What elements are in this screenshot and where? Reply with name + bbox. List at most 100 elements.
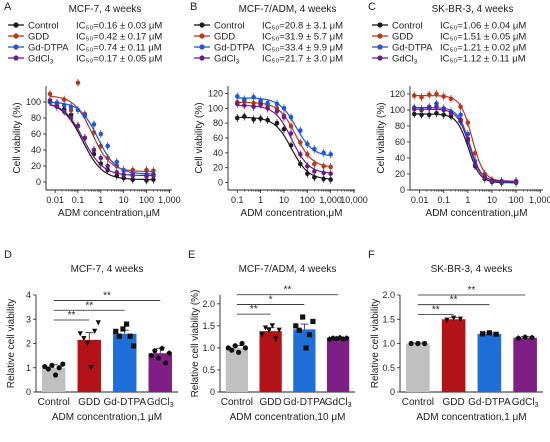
y-tick-label: 20 (31, 161, 41, 171)
legend-ic50-control: IC₅₀=20.8 ± 3.1 μM (262, 21, 343, 32)
data-point (131, 343, 137, 349)
legend-label-gdcl3: GdCl3 (214, 54, 240, 66)
bar-gd-dtpa (477, 333, 502, 392)
legend-ic50-gdd: IC₅₀=1.51 ± 0.05 μM (440, 32, 526, 43)
y-tick-label: 0.5 (382, 363, 395, 373)
data-point-gd-dtpa (321, 150, 326, 156)
data-point-gdcl3 (114, 170, 120, 175)
y-axis-label: Relative cell viability (%) (190, 290, 201, 398)
legend-ic50-gdcl3: IC₅₀=1.12 ± 0.11 μM (440, 54, 526, 65)
data-point (273, 336, 279, 342)
data-point-gdcl3 (82, 135, 88, 141)
data-point (293, 323, 299, 329)
legend-label-gdd: GDD (214, 32, 235, 43)
data-point-gdcl3 (298, 152, 303, 157)
data-point-gdd (298, 140, 303, 145)
data-point-gdcl3 (426, 106, 432, 111)
data-point (116, 333, 122, 339)
data-point-control (298, 161, 303, 167)
data-point-gdd (472, 150, 478, 156)
y-tick-label: 2.0 (202, 299, 215, 309)
panel-e: MCF-7/ADM, 4 weeks 0 0.5 1.0 1.5 2.0Relative … (190, 264, 355, 423)
significance-label: ** (432, 304, 440, 315)
y-tick-label: 100 (26, 97, 41, 107)
fit-curve-gdcl3 (49, 103, 154, 177)
data-point-control (251, 117, 256, 122)
data-point-control (441, 112, 447, 118)
data-point-gdcl3 (441, 107, 447, 113)
fit-curve-gdcl3 (414, 108, 517, 182)
data-point (60, 361, 66, 367)
data-point (242, 345, 249, 351)
data-point-gd-dtpa (82, 113, 88, 118)
data-point (88, 365, 94, 371)
data-point (493, 331, 499, 337)
data-point-gdd (305, 152, 310, 157)
panel-letter-e: E (188, 249, 195, 261)
data-point (123, 321, 130, 327)
bar-gdcl3 (513, 337, 537, 392)
y-tick-label: 120 (390, 89, 405, 99)
data-point-gdd (465, 120, 471, 126)
y-tick-label: 2 (26, 339, 31, 349)
data-point-gd-dtpa (298, 128, 303, 133)
y-tick-label: 20 (395, 169, 405, 179)
data-point-gdcl3 (144, 174, 149, 179)
legend-swatch-marker (199, 55, 205, 61)
data-point (529, 334, 535, 340)
y-tick-label: 0 (36, 177, 41, 187)
data-point (49, 362, 55, 368)
x-tick-label: 0.1 (437, 195, 450, 205)
legend-label-gd-dtpa: Gd-DTPA (392, 43, 433, 54)
data-point-gd-dtpa (114, 159, 120, 165)
legend-ic50-gd-dtpa: IC₅₀=1.21 ± 0.02 μM (440, 43, 526, 54)
y-tick-label: 20 (213, 163, 223, 173)
x-axis-label: ADM concentration,μM (426, 208, 528, 219)
data-point (95, 320, 101, 326)
x-tick-label: 0.01 (411, 195, 429, 205)
data-point (300, 314, 306, 320)
data-point-gd-dtpa (91, 122, 97, 127)
data-point (444, 317, 450, 323)
panel-letter-b: B (190, 1, 197, 13)
data-point-gdd (441, 94, 447, 99)
data-point-control (328, 177, 333, 182)
data-point-gd-dtpa (251, 94, 256, 100)
bar-gdd (441, 319, 466, 392)
bar-control (42, 367, 66, 392)
y-tick-label: 4 (26, 290, 31, 300)
data-point-control (258, 116, 263, 121)
data-point-control (265, 117, 270, 123)
data-point-gdcl3 (242, 103, 247, 108)
data-point-gd-dtpa (98, 131, 104, 137)
legend-ic50-gdd: IC₅₀=31.9 ± 5.7 μM (262, 32, 343, 43)
y-tick-label: 40 (395, 153, 405, 163)
legend-swatch-marker (199, 22, 205, 28)
legend-label-gd-dtpa: Gd-DTPA (214, 43, 255, 54)
data-point-gd-dtpa (465, 131, 471, 137)
legend-swatch-marker (13, 22, 19, 28)
data-point-control (312, 175, 317, 180)
data-point-gdcl3 (499, 178, 504, 184)
data-point (310, 318, 316, 325)
bar-gd-dtpa (293, 329, 316, 392)
data-point-gdcl3 (130, 173, 136, 178)
y-tick-label: 80 (31, 113, 41, 123)
significance-label: ** (284, 285, 292, 296)
legend-swatch-marker (377, 33, 383, 39)
chart-title: SK-BR-3, 4 weeks (432, 4, 514, 15)
x-axis-label: ADM concentration,1 μM (416, 412, 526, 423)
data-point-gdcl3 (61, 109, 67, 114)
data-point (152, 347, 158, 354)
data-point-control (242, 114, 247, 119)
data-point (306, 332, 313, 338)
data-point-gdcl3 (47, 98, 53, 103)
legend-ic50-gdcl3: IC₅₀=0.17 ± 0.05 μM (76, 54, 162, 65)
legend-swatch-marker (13, 44, 19, 50)
data-point-gd-dtpa (288, 114, 294, 120)
y-tick-label: 0 (26, 387, 31, 397)
x-axis-label: ADM concentration,μM (241, 208, 343, 219)
bar-gd-dtpa (113, 333, 137, 392)
fit-curve-control (414, 113, 517, 184)
data-point-gdcl3 (281, 114, 287, 120)
